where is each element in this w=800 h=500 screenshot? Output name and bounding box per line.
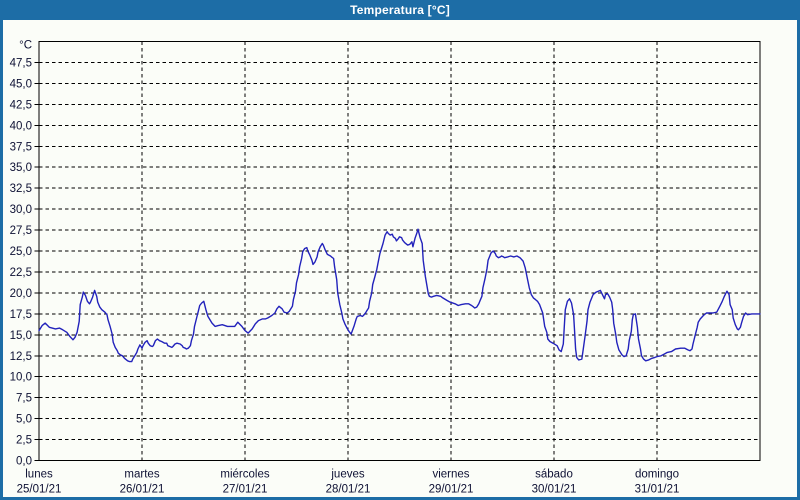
x-tick-date-label: 25/01/21 [17, 484, 62, 496]
y-tick-label: 35,0 [10, 162, 32, 174]
x-tick-day-label: sábado [535, 469, 573, 481]
y-tick-label: 42,5 [10, 99, 32, 111]
y-tick-label: 32,5 [10, 183, 32, 195]
y-tick-label: 22,5 [10, 267, 32, 279]
x-tick-date-label: 26/01/21 [120, 484, 165, 496]
y-tick-label: 0,0 [16, 456, 32, 468]
x-tick-date-label: 28/01/21 [326, 484, 371, 496]
window-titlebar: Temperatura [°C] [3, 0, 797, 20]
x-tick-date-label: 30/01/21 [532, 484, 577, 496]
y-tick-label: 37,5 [10, 141, 32, 153]
window-title: Temperatura [°C] [350, 3, 450, 17]
plot-frame [38, 41, 761, 461]
y-tick-label: 5,0 [16, 414, 32, 426]
y-tick-label: 30,0 [10, 204, 32, 216]
x-tick-day-label: martes [124, 469, 159, 481]
x-tick-day-label: viernes [432, 469, 469, 481]
y-tick-label: 2,5 [16, 435, 32, 447]
x-tick-day-label: lunes [25, 469, 53, 481]
temperature-series-line [38, 228, 761, 363]
x-tick-day-label: jueves [330, 469, 364, 481]
y-axis-unit-label: °C [19, 39, 32, 51]
y-tick-label: 27,5 [10, 225, 32, 237]
x-tick-date-label: 29/01/21 [429, 484, 474, 496]
y-tick-label: 25,0 [10, 246, 32, 258]
y-tick-label: 45,0 [10, 78, 32, 90]
y-tick-label: 20,0 [10, 288, 32, 300]
chart-area: 0,0 2,5 5,0 7,5 10,0 12,5 15,0 17,5 20,0 22,5 25,0… [3, 20, 797, 497]
temperature-line-chart: 0,0 2,5 5,0 7,5 10,0 12,5 15,0 17,5 20,0 22,5 25,0… [10, 39, 761, 496]
x-tick-date-label: 31/01/21 [635, 484, 680, 496]
y-tick-label: 12,5 [10, 351, 32, 363]
x-tick-date-label: 27/01/21 [223, 484, 268, 496]
y-tick-label: 15,0 [10, 330, 32, 342]
y-tick-label: 47,5 [10, 57, 32, 69]
y-tick-label: 17,5 [10, 309, 32, 321]
x-tick-day-label: miércoles [220, 469, 269, 481]
y-tick-label: 40,0 [10, 120, 32, 132]
y-tick-label: 7,5 [16, 393, 32, 405]
y-tick-label: 10,0 [10, 372, 32, 384]
x-tick-day-label: domingo [635, 469, 679, 481]
